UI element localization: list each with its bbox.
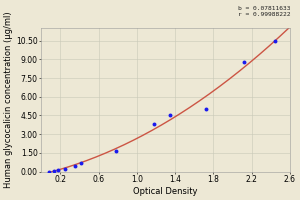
Point — [46, 170, 51, 173]
Point — [51, 169, 56, 173]
Point — [152, 122, 156, 125]
Point — [79, 161, 84, 164]
Point — [113, 149, 118, 153]
Point — [203, 107, 208, 110]
Y-axis label: Human glycocalicin concentration (μg/ml): Human glycocalicin concentration (μg/ml) — [4, 12, 13, 188]
Point — [63, 167, 68, 170]
Point — [168, 113, 173, 116]
Point — [273, 39, 278, 42]
X-axis label: Optical Density: Optical Density — [133, 187, 198, 196]
Point — [56, 168, 61, 172]
Point — [242, 61, 246, 64]
Point — [72, 164, 77, 167]
Text: b = 0.07811633
r = 0.99988222: b = 0.07811633 r = 0.99988222 — [238, 6, 291, 17]
